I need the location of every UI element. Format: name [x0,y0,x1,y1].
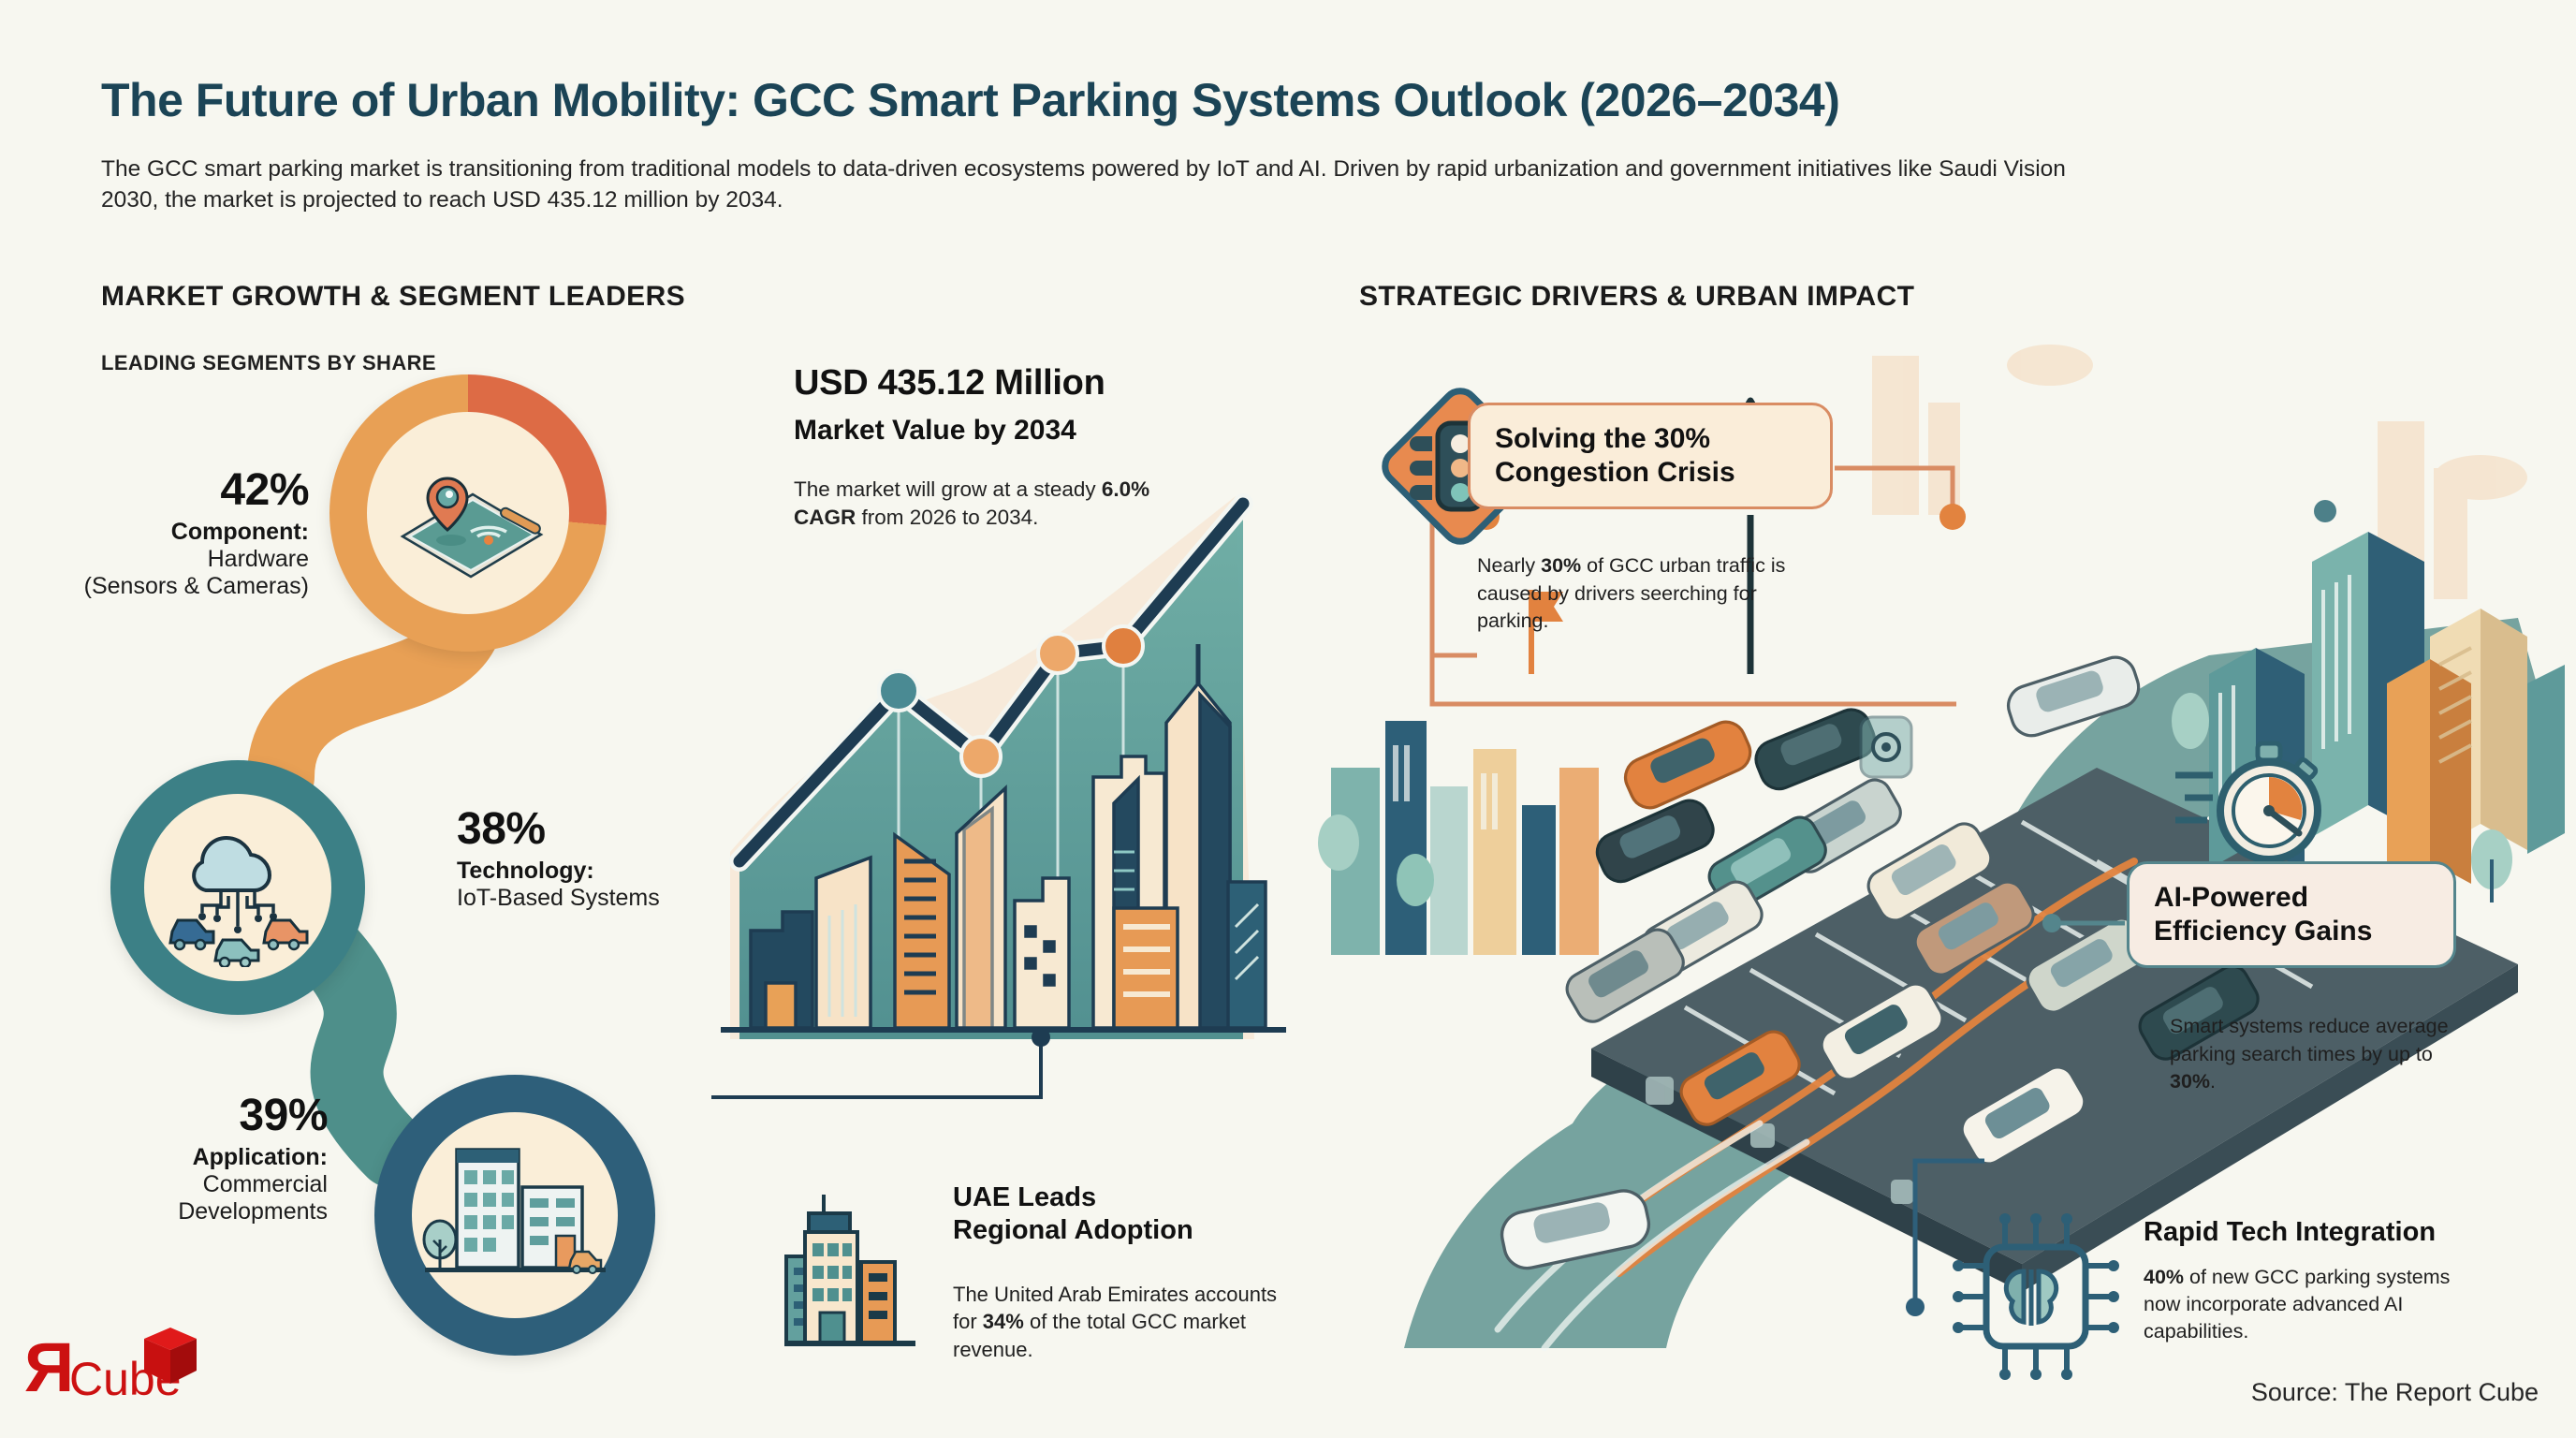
segment-category-component: Component: [170,519,309,545]
market-growth-chart [711,459,1292,1058]
uae-card-title: UAE Leads Regional Adoption [953,1181,1290,1247]
commercial-building-icon [422,1147,606,1274]
tech-body-bold: 40% [2144,1266,2185,1288]
mv-body-bold: 6.0% CAGR [794,477,1150,529]
stopwatch-icon-wrap [2172,723,2340,882]
segment-ring-component [329,374,607,652]
callout-rapid-tech-title: Rapid Tech Integration [2144,1217,2437,1247]
callout-ai-line2: Efficiency Gains [2154,916,2373,946]
parking-sensor-icon [400,477,544,579]
uae-title-line2: Regional Adoption [953,1214,1193,1245]
growth-line-and-skyline [721,493,1286,1039]
uae-building-icon-wrap [784,1181,925,1359]
segment-ring-application [374,1075,655,1356]
segment-pct-component: 42% [220,465,309,515]
callout-ai-body: Smart systems reduce average parking sea… [2170,1013,2451,1096]
cong-body-bold: 30% [1541,554,1582,577]
segment-pct-application: 39% [239,1091,328,1140]
tech-body-post: of new GCC parking systems now incorpora… [2144,1266,2451,1343]
city-buildings-icon [784,1195,915,1346]
segment-pct-technology: 38% [457,804,546,854]
segment-value-component-1: Hardware [207,546,309,572]
stopwatch-icon [2175,741,2321,863]
uae-body-pre: The United Arab Emirates accounts for [953,1283,1278,1334]
cong-body-post: of GCC urban traffic is caused by driver… [1477,554,1786,633]
uae-title-line1: UAE Leads [953,1182,1097,1212]
segment-label-component: 42% Component: Hardware (Sensors & Camer… [28,465,310,600]
uae-body-bold: 34% [982,1310,1024,1334]
segment-value-application-1: Commercial [202,1171,328,1197]
uae-card-body: The United Arab Emirates accounts for 34… [953,1281,1299,1363]
segment-category-application: Application: [192,1144,328,1170]
segment-category-technology: Technology: [457,858,594,884]
segment-value-application-2: Developments [178,1198,328,1225]
callout-rapid-tech-body: 40% of new GCC parking systems now incor… [2144,1264,2452,1346]
connector-node-ai [2314,500,2336,522]
segment-rings-group: 42% Component: Hardware (Sensors & Camer… [0,374,766,1356]
segment-label-technology: 38% Technology: IoT-Based Systems [457,807,766,912]
callout-ai-line1: AI-Powered [2154,882,2309,913]
smart-sensor-badge-icon [1859,715,1913,779]
market-value-subhead: Market Value by 2034 [794,415,1076,446]
market-value-headline: USD 435.12 Million [794,363,1105,403]
ai-body-post: . [2210,1070,2217,1093]
section-title-market-growth: MARKET GROWTH & SEGMENT LEADERS [101,281,686,312]
mv-body-pre: The market will grow at a steady [794,477,1102,501]
callout-congestion-body: Nearly 30% of GCC urban traffic is cause… [1477,552,1786,636]
segment-value-component-2: (Sensors & Cameras) [83,573,309,599]
cloud-connected-cars-icon [168,835,309,967]
callout-congestion-line1: Solving the 30% [1495,423,1711,454]
ai-body-bold: 30% [2170,1070,2211,1093]
section-title-strategic-drivers: STRATEGIC DRIVERS & URBAN IMPACT [1359,281,1915,312]
ai-chip-brain-icon [1953,1213,2119,1380]
callout-ai-efficiency[interactable]: AI-Powered Efficiency Gains [2127,861,2456,968]
ai-chip-brain-icon-wrap [1947,1208,2125,1386]
rcube-logo-icon: Я Cube [24,1328,197,1406]
page-subtitle: The GCC smart parking market is transiti… [101,156,2066,213]
source-credit: Source: The Report Cube [2250,1378,2539,1406]
segment-ring-technology [110,760,365,1015]
cong-body-pre: Nearly [1477,554,1542,577]
uae-body-post: of the total GCC market revenue. [953,1310,1247,1361]
callout-congestion[interactable]: Solving the 30% Congestion Crisis [1468,403,1833,509]
segment-value-technology-1: IoT-Based Systems [457,885,660,911]
svg-text:Я: Я [24,1328,74,1406]
logo-rcube[interactable]: Я Cube [21,1318,236,1421]
market-value-body: The market will grow at a steady 6.0% CA… [794,476,1215,532]
page-title: The Future of Urban Mobility: GCC Smart … [101,74,1840,126]
ai-body-pre: Smart systems reduce average parking sea… [2170,1015,2449,1065]
subsection-title-leading-segments: LEADING SEGMENTS BY SHARE [101,351,436,374]
segment-label-application: 39% Application: Commercial Developments [0,1093,328,1225]
callout-congestion-line2: Congestion Crisis [1495,457,1735,488]
mv-body-post: from 2026 to 2034. [856,505,1039,529]
